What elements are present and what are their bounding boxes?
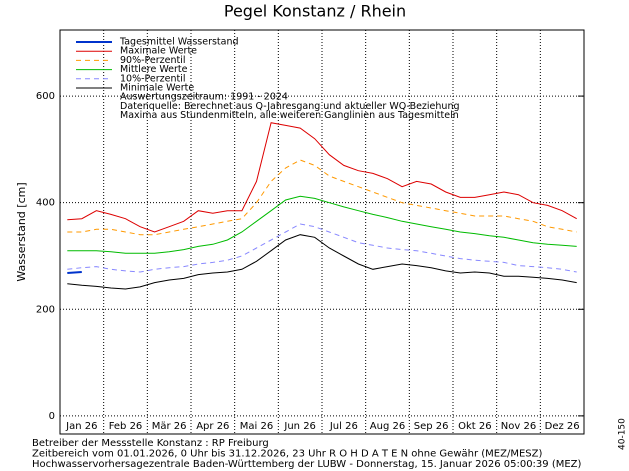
legend-note: Datenquelle: Berechnet aus Q-Jahresgang … xyxy=(120,101,460,112)
x-tick-label: Okt 26 xyxy=(458,421,492,432)
x-tick-label: Mär 26 xyxy=(152,421,187,432)
x-tick-label: Jan 26 xyxy=(65,421,97,432)
legend-note: Auswertungszeitraum: 1991 - 2024 xyxy=(120,92,288,103)
x-tick-label: Jun 26 xyxy=(283,421,316,432)
chart-title: Pegel Konstanz / Rhein xyxy=(224,2,406,21)
legend-label: Minimale Werte xyxy=(120,83,194,94)
y-tick-label: 200 xyxy=(36,304,55,315)
legend-label: Tagesmittel Wasserstand xyxy=(119,37,239,48)
x-tick-label: Mai 26 xyxy=(240,421,273,432)
series-line xyxy=(67,122,577,233)
legend-note: Maxima aus Stundenmitteln, alle weiteren… xyxy=(120,110,459,121)
legend-label: 10%-Perzentil xyxy=(120,73,186,84)
series-line xyxy=(67,159,577,236)
x-tick-label: Jul 26 xyxy=(329,421,358,432)
series-line xyxy=(67,223,577,273)
x-tick-label: Dez 26 xyxy=(545,421,580,432)
x-tick-label: Feb 26 xyxy=(109,421,143,432)
x-tick-label: Nov 26 xyxy=(501,421,536,432)
footer-line: Zeitbereich vom 01.01.2026, 0 Uhr bis 31… xyxy=(32,449,542,460)
y-tick-label: 600 xyxy=(36,91,55,102)
y-tick-label: 400 xyxy=(36,198,55,209)
series-line xyxy=(67,271,82,274)
legend-label: Maximale Werte xyxy=(120,46,197,57)
series-line xyxy=(67,195,577,254)
footer-line: Betreiber der Messstelle Konstanz : RP F… xyxy=(32,438,269,449)
x-tick-label: Sep 26 xyxy=(414,421,449,432)
x-tick-label: Apr 26 xyxy=(196,421,229,432)
y-axis-label: Wasserstand [cm] xyxy=(15,182,28,281)
y-tick-label: 0 xyxy=(49,411,55,422)
series-line xyxy=(67,234,577,290)
x-tick-label: Aug 26 xyxy=(370,421,405,432)
footer-line: Hochwasservorhersagezentrale Baden-Württ… xyxy=(32,459,582,470)
legend-label: Mittlere Werte xyxy=(120,64,188,75)
legend-label: 90%-Perzentil xyxy=(120,55,186,66)
side-label: 40-150 xyxy=(618,418,628,450)
